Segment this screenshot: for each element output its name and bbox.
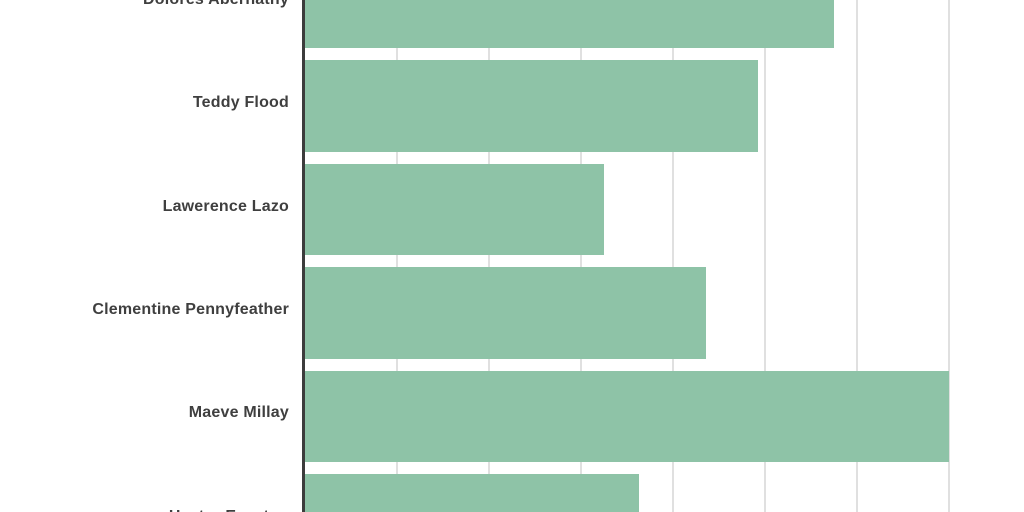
bar	[305, 474, 639, 512]
y-tick-label: Lawerence Lazo	[162, 197, 289, 215]
bar	[305, 0, 834, 49]
y-axis-line	[302, 0, 305, 512]
bar	[305, 267, 706, 359]
y-tick-label: Dolores Abernathy	[0, 0, 289, 45]
x-gridline	[947, 0, 950, 512]
x-gridline	[579, 0, 582, 512]
y-tick-label: Hector Escaton	[0, 471, 289, 512]
bar	[305, 60, 759, 152]
y-tick-label: Maeve Millay	[188, 404, 289, 422]
x-gridline	[395, 0, 398, 512]
x-gridline	[763, 0, 766, 512]
bar	[305, 370, 949, 463]
bar	[305, 163, 604, 256]
y-tick-label: Clementine Pennyfeather	[92, 300, 289, 318]
y-tick-label: Teddy Flood	[192, 94, 289, 112]
x-gridline	[487, 0, 490, 512]
x-gridline	[671, 0, 674, 512]
x-gridline	[855, 0, 858, 512]
